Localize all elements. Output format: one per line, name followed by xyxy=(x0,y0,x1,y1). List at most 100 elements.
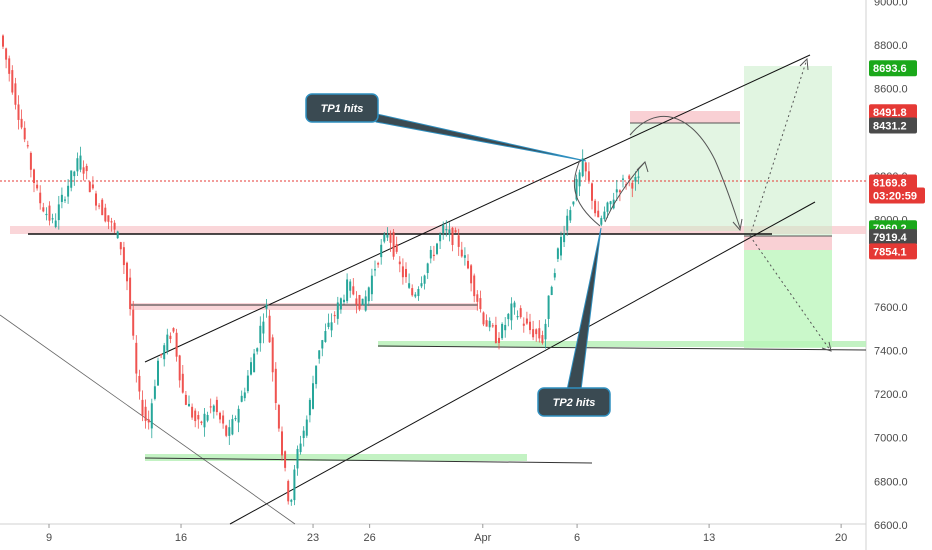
candle-body xyxy=(184,394,187,405)
y-tick-label: 8800.0 xyxy=(874,40,908,52)
candle-body xyxy=(417,288,420,297)
candle-body xyxy=(463,255,466,258)
projection-up-arrowhead xyxy=(799,57,809,71)
candle-body xyxy=(119,242,122,250)
x-tick-label: 13 xyxy=(703,532,715,544)
stop-zone-top xyxy=(630,111,740,123)
candle-body xyxy=(631,182,634,189)
projection-arrowhead-small xyxy=(636,161,649,173)
candle-body xyxy=(479,298,482,310)
candle-body xyxy=(70,170,73,188)
x-tick-label: 6 xyxy=(574,532,580,544)
y-tick-label: 6800.0 xyxy=(874,476,908,488)
candle-body xyxy=(181,373,184,393)
time-axis[interactable]: 9 16 23 26 Apr 6 13 20 xyxy=(46,524,847,544)
candle-body xyxy=(575,178,578,200)
candle-body xyxy=(14,83,17,105)
candle-body xyxy=(377,263,380,265)
candle-body xyxy=(212,405,215,412)
candle-body xyxy=(129,277,132,310)
candle-body xyxy=(104,207,107,222)
y-tick-label: 7000.0 xyxy=(874,433,908,445)
candle-body xyxy=(150,403,153,429)
candle-body xyxy=(330,322,333,331)
candle-body xyxy=(519,308,522,318)
candle-body xyxy=(166,334,169,351)
candle-body xyxy=(591,183,593,201)
candle-body xyxy=(11,70,14,93)
candle-body xyxy=(364,296,367,311)
candle-body xyxy=(473,275,476,297)
candle-body xyxy=(315,365,318,385)
candle-body xyxy=(380,244,383,258)
candle-body xyxy=(281,431,283,456)
candle-body xyxy=(296,448,299,469)
candle-body xyxy=(507,313,510,320)
candle-body xyxy=(553,273,556,278)
candle-body xyxy=(157,360,159,386)
resistance-zone xyxy=(10,226,866,234)
candle-body xyxy=(107,215,110,222)
projection-down-dotted xyxy=(749,235,831,351)
candle-body xyxy=(516,316,519,318)
price-tag-label: 8693.6 xyxy=(873,63,907,75)
candle-body xyxy=(572,201,575,205)
candle-body xyxy=(538,328,541,339)
candle-body xyxy=(54,220,57,227)
candle-body xyxy=(494,324,497,344)
candle-body xyxy=(426,263,429,274)
candle-body xyxy=(39,192,42,204)
short-stop-zone xyxy=(744,236,832,250)
candle-body xyxy=(451,227,454,245)
candle-body xyxy=(172,328,175,332)
price-tag-box xyxy=(869,60,917,77)
candle-body xyxy=(51,218,54,220)
candle-body xyxy=(408,283,411,288)
candle-body xyxy=(246,375,249,392)
candle-body xyxy=(389,233,392,243)
candle-body xyxy=(259,325,262,344)
candle-body xyxy=(64,199,66,201)
price-tag-box xyxy=(869,174,917,191)
candle-body xyxy=(541,335,544,343)
candle-body xyxy=(420,283,423,287)
candle-body xyxy=(219,412,221,420)
candle-body xyxy=(600,218,603,225)
candle-body xyxy=(138,375,141,392)
candle-body xyxy=(560,236,562,256)
candle-body xyxy=(2,35,4,47)
candle-body xyxy=(615,189,618,193)
candle-body xyxy=(73,171,76,177)
candle-body xyxy=(20,118,23,128)
candle-body xyxy=(203,413,206,428)
candle-body xyxy=(82,167,85,174)
candle-body xyxy=(302,430,305,439)
channel-upper-line xyxy=(144,54,811,363)
candle-body xyxy=(547,295,550,319)
candle-body xyxy=(215,399,218,413)
candle-body xyxy=(386,234,389,238)
candle-body xyxy=(634,177,637,182)
candle-body xyxy=(113,222,116,230)
candle-body xyxy=(476,294,479,302)
x-tick-label: 26 xyxy=(363,532,375,544)
candle-body xyxy=(305,419,308,436)
candle-body xyxy=(374,269,376,271)
projection-up-dotted xyxy=(749,61,807,237)
candle-body xyxy=(175,332,178,357)
candle-body xyxy=(95,193,97,206)
candle-body xyxy=(163,345,166,360)
candle-body xyxy=(470,265,473,284)
candle-body xyxy=(637,176,640,178)
candle-body xyxy=(36,184,39,189)
long-target-zone-right xyxy=(744,66,832,236)
candle-body xyxy=(262,321,265,334)
price-tags: 8693.68491.88431.28169.803:20:597960.279… xyxy=(869,60,925,260)
candle-body xyxy=(510,303,513,321)
candle-body xyxy=(274,368,277,404)
candle-body xyxy=(361,298,364,306)
candle-body xyxy=(488,320,491,328)
candle-body xyxy=(594,200,597,214)
candle-body xyxy=(169,335,172,340)
